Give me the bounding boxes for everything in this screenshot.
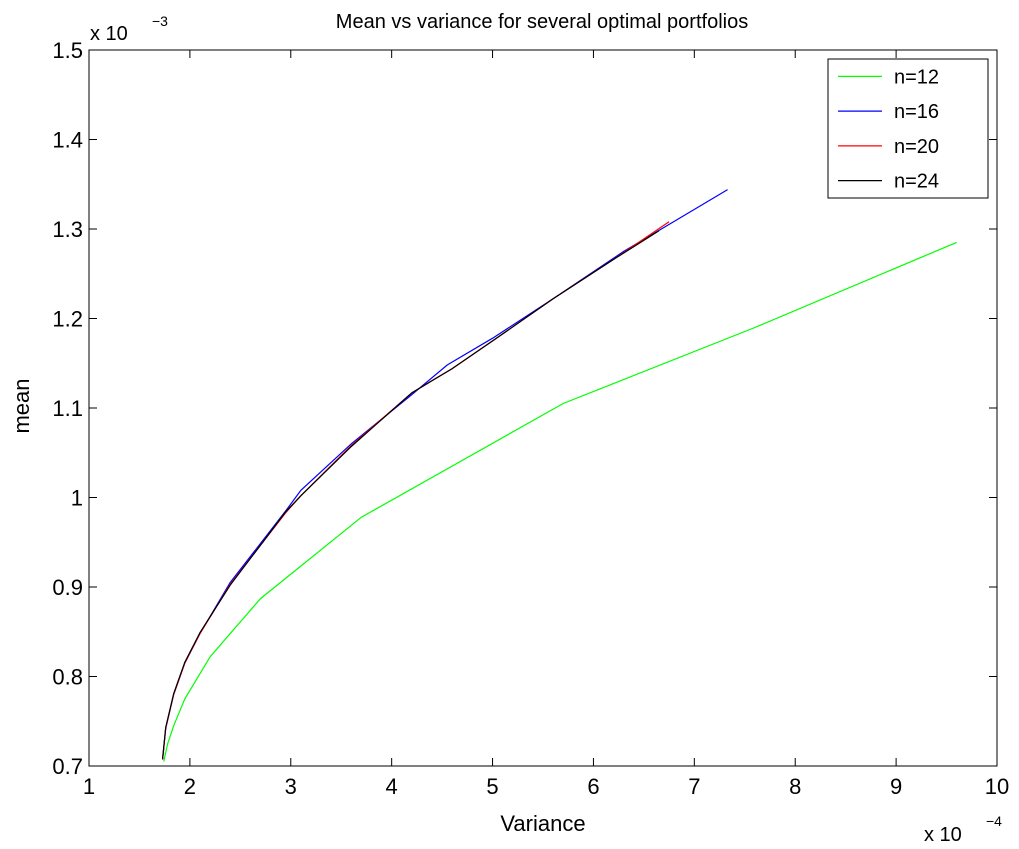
y-tick-label: 0.7 — [52, 754, 83, 779]
series-lines — [162, 189, 957, 762]
y-tick-label: 0.9 — [52, 575, 83, 600]
y-tick-label: 1.5 — [52, 38, 83, 63]
x-tick-label: 5 — [486, 774, 498, 799]
y-tick-label: 1.4 — [52, 128, 83, 153]
x-tick-label: 4 — [386, 774, 398, 799]
x-tick-label: 1 — [83, 774, 95, 799]
y-tick-label: 1.2 — [52, 307, 83, 332]
x-tick-label: 10 — [985, 774, 1009, 799]
legend-label: n=24 — [894, 171, 939, 193]
y-multiplier-exponent: −3 — [152, 13, 168, 29]
chart-title: Mean vs variance for several optimal por… — [336, 11, 748, 33]
series-line-n24 — [162, 230, 660, 759]
x-axis-multiplier: x 10 −4 — [924, 813, 1002, 846]
y-tick-label: 1.3 — [52, 217, 83, 242]
legend-label: n=20 — [894, 136, 939, 158]
y-tick-label: 0.8 — [52, 665, 83, 690]
series-line-n12 — [163, 241, 957, 762]
x-multiplier-base: x 10 — [924, 824, 962, 846]
axis-ticks: 1 2 3 4 5 6 7 8 9 10 0.7 0.8 0.9 1 1.1 1.2 1.3 1.4 1.5 — [52, 38, 1009, 799]
y-axis-label: mean — [9, 378, 34, 433]
legend-label: n=16 — [894, 101, 939, 123]
x-tick-label: 3 — [285, 774, 297, 799]
y-axis-multiplier: x 10 −3 — [90, 13, 168, 45]
x-tick-label: 7 — [688, 774, 700, 799]
series-line-n16 — [162, 189, 728, 759]
legend: n=12 n=16 n=20 n=24 — [827, 58, 989, 199]
x-tick-label: 2 — [184, 774, 196, 799]
legend-box — [827, 58, 989, 199]
y-tick-label: 1.1 — [52, 396, 83, 421]
series-line-n20 — [162, 221, 670, 760]
legend-label: n=12 — [894, 66, 939, 88]
y-tick-label: 1 — [71, 486, 83, 511]
x-axis-label: Variance — [500, 811, 585, 836]
y-multiplier-base: x 10 — [90, 23, 128, 45]
x-tick-label: 8 — [789, 774, 801, 799]
x-tick-label: 6 — [587, 774, 599, 799]
x-multiplier-exponent: −4 — [986, 813, 1002, 829]
x-tick-label: 9 — [890, 774, 902, 799]
